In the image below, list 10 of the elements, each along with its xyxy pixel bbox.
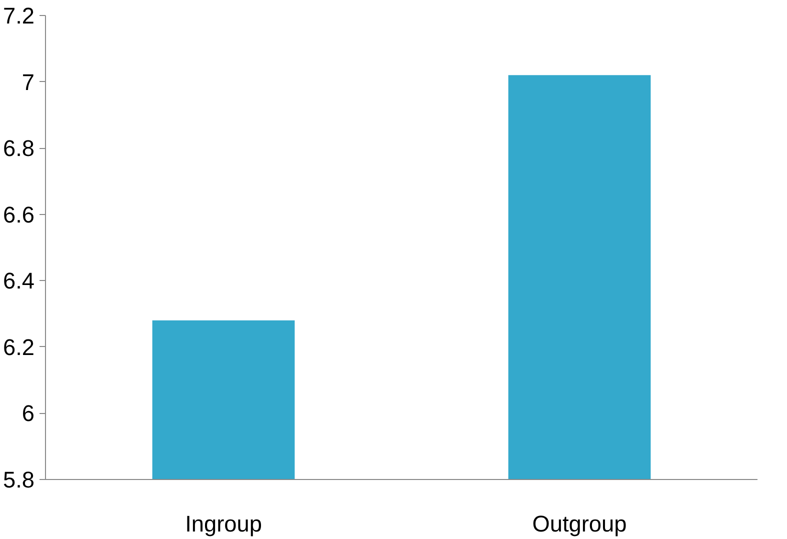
x-tick-label: Outgroup [532, 510, 627, 536]
y-tick-label: 5.8 [3, 466, 35, 492]
x-tick-label: Ingroup [185, 510, 262, 536]
y-tick-label: 6.6 [3, 201, 35, 228]
y-tick-label: 7.2 [3, 2, 35, 28]
y-tick-label: 7 [22, 68, 35, 95]
y-tick-label: 6 [22, 400, 35, 426]
y-tick-label: 6.2 [3, 334, 35, 360]
y-tick-label: 6.8 [3, 135, 35, 162]
y-tick-label: 6.4 [3, 268, 35, 294]
